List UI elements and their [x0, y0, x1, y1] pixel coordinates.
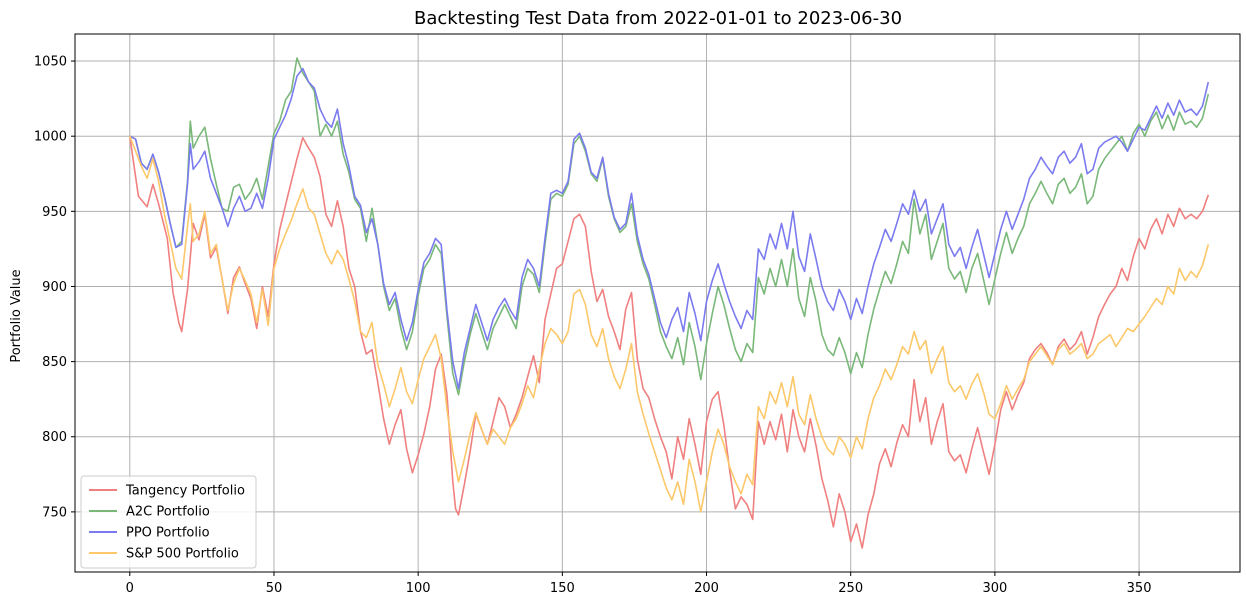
legend-box — [80, 475, 257, 569]
y-tick-label: 950 — [42, 205, 67, 220]
y-tick-label: 750 — [42, 505, 67, 520]
plot-area-frame — [74, 33, 1241, 573]
x-tick-label: 250 — [838, 581, 863, 596]
series-line-ppo-portfolio — [129, 67, 1210, 390]
x-tick-label: 100 — [406, 581, 431, 596]
legend-label-a2c-portfolio: A2C Portfolio — [126, 505, 210, 520]
series-line-s-p-500-portfolio — [129, 135, 1210, 513]
legend-label-ppo-portfolio: PPO Portfolio — [126, 526, 210, 541]
y-tick-label: 800 — [42, 430, 67, 445]
grid-lines — [75, 34, 1240, 572]
axis-ticks: 0 50 100 150 200 250 300 350 750 800 850 900 950 1000… — [34, 55, 1152, 596]
y-axis-label: Portfolio Value — [9, 269, 24, 362]
x-tick-label: 350 — [1127, 581, 1152, 596]
legend-label-tangency-portfolio: Tangency Portfolio — [125, 484, 245, 499]
x-tick-label: 50 — [266, 581, 283, 596]
legend-label-s-p-500-portfolio: S&P 500 Portfolio — [126, 547, 239, 562]
x-tick-label: 300 — [982, 581, 1007, 596]
series-line-tangency-portfolio — [129, 136, 1210, 549]
series-line-a2c-portfolio — [129, 57, 1210, 396]
chart-title: Backtesting Test Data from 2022-01-01 to… — [414, 8, 902, 29]
x-tick-label: 0 — [126, 581, 134, 596]
y-tick-label: 1000 — [34, 130, 67, 145]
y-tick-label: 850 — [42, 355, 67, 370]
series-lines — [129, 57, 1210, 549]
y-tick-label: 1050 — [34, 55, 67, 70]
x-tick-label: 150 — [550, 581, 575, 596]
x-tick-label: 200 — [694, 581, 719, 596]
y-tick-label: 900 — [42, 280, 67, 295]
legend: Tangency Portfolio A2C Portfolio PPO Portf… — [80, 475, 257, 569]
